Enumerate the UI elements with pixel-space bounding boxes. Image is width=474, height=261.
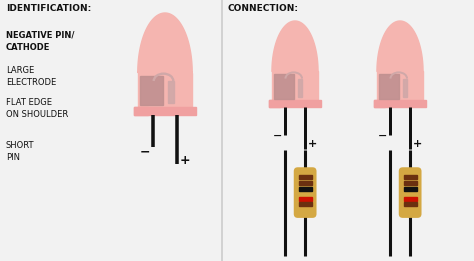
FancyBboxPatch shape [399, 167, 421, 218]
Bar [140, 76, 164, 105]
Text: +: + [180, 154, 191, 167]
Bar [299, 175, 311, 180]
Polygon shape [377, 21, 423, 72]
Bar [272, 72, 318, 100]
Bar [374, 100, 385, 107]
Bar [168, 81, 174, 103]
Text: +: + [308, 139, 318, 149]
Bar [269, 100, 281, 107]
FancyBboxPatch shape [294, 167, 317, 218]
Polygon shape [138, 13, 192, 73]
Text: LARGE
ELECTRODE: LARGE ELECTRODE [6, 66, 56, 87]
Bar [374, 100, 426, 107]
Text: −: − [377, 131, 387, 141]
Text: NEGATIVE PIN/
CATHODE: NEGATIVE PIN/ CATHODE [6, 31, 74, 52]
Text: FLAT EDGE
ON SHOULDER: FLAT EDGE ON SHOULDER [6, 98, 68, 119]
Text: CONNECTION:: CONNECTION: [228, 4, 299, 13]
Bar [377, 72, 423, 100]
Bar [274, 74, 293, 99]
Bar [135, 106, 148, 115]
Bar [299, 201, 311, 206]
Text: SHORT
PIN: SHORT PIN [6, 141, 35, 162]
Bar [379, 74, 399, 99]
Text: +: + [413, 139, 422, 149]
Bar [269, 100, 321, 107]
Bar [135, 106, 196, 115]
Text: IDENTIFICATION:: IDENTIFICATION: [6, 4, 91, 13]
Bar [299, 197, 311, 201]
Bar [404, 201, 417, 206]
Bar [299, 181, 311, 185]
Bar [404, 181, 417, 185]
Bar [138, 73, 192, 106]
Text: −: − [139, 145, 150, 158]
Bar [404, 197, 417, 201]
Text: −: − [273, 131, 282, 141]
Bar [404, 187, 417, 191]
Bar [404, 175, 417, 180]
Bar [298, 79, 302, 97]
Bar [403, 79, 408, 97]
Bar [299, 187, 311, 191]
Polygon shape [272, 21, 318, 72]
